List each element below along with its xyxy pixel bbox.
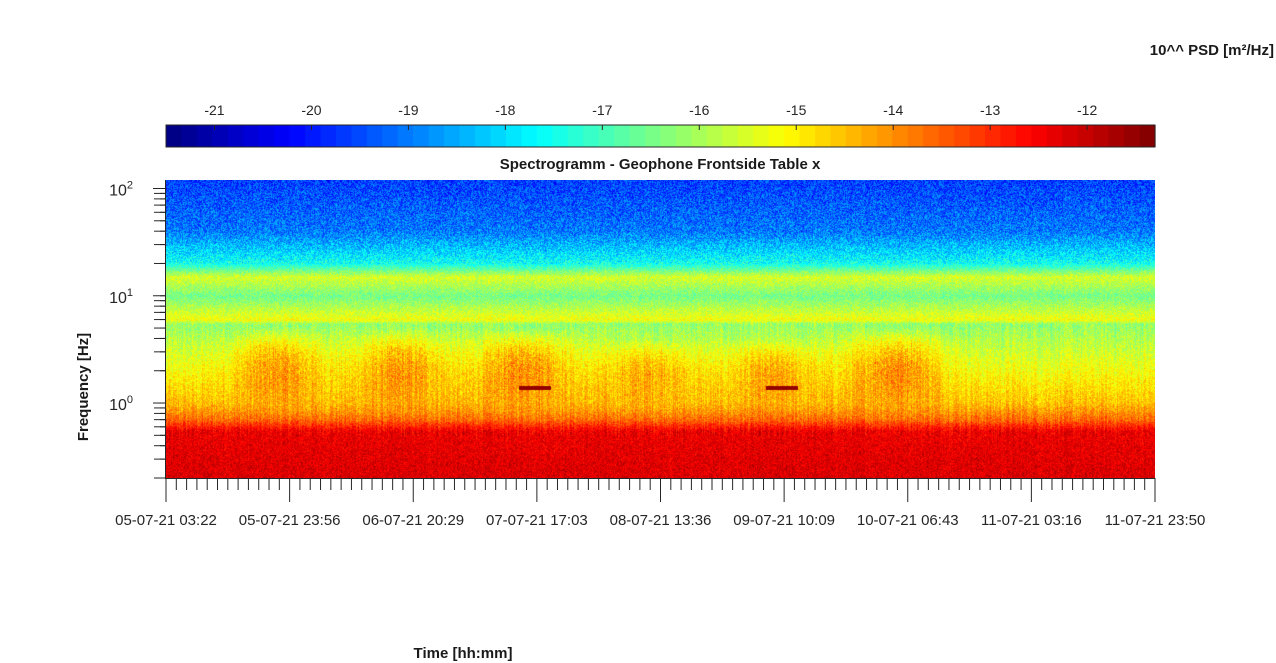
colorbar-swatch bbox=[382, 125, 399, 147]
colorbar-ticks: -21 -20 -19 -18 -17 -16 -15 -14 -13 -12 bbox=[204, 102, 1097, 130]
colorbar-swatch bbox=[753, 125, 770, 147]
colorbar-swatch bbox=[1093, 125, 1110, 147]
colorbar-swatch bbox=[784, 125, 801, 147]
colorbar-swatch bbox=[830, 125, 847, 147]
colorbar-tick-label: -18 bbox=[495, 102, 515, 118]
colorbar-swatch bbox=[660, 125, 677, 147]
colorbar-swatch bbox=[212, 125, 229, 147]
colorbar-swatch bbox=[397, 125, 414, 147]
colorbar-swatch bbox=[1108, 125, 1125, 147]
colorbar-swatch bbox=[552, 125, 569, 147]
colorbar-swatch bbox=[366, 125, 383, 147]
colorbar-swatch bbox=[706, 125, 723, 147]
colorbar-swatch bbox=[536, 125, 553, 147]
colorbar: 10^^ PSD [m²/Hz] -21 -20 -19 -18 -17 -16 -15 -1… bbox=[165, 42, 1274, 148]
colorbar-swatch bbox=[258, 125, 275, 147]
colorbar-swatch bbox=[335, 125, 353, 147]
colorbar-tick-label: -15 bbox=[786, 102, 806, 118]
spectrogram-image-container bbox=[166, 180, 1155, 478]
colorbar-swatch bbox=[444, 125, 461, 147]
colorbar-swatch bbox=[1015, 125, 1032, 147]
y-axis-label: Frequency [Hz] bbox=[75, 333, 92, 441]
colorbar-swatch bbox=[1062, 125, 1079, 147]
colorbar-swatch bbox=[459, 125, 476, 147]
colorbar-swatch bbox=[274, 125, 291, 147]
colorbar-swatch bbox=[1046, 125, 1063, 147]
y-tick-label: 100 bbox=[109, 394, 133, 414]
colorbar-gradient bbox=[166, 125, 1156, 147]
colorbar-tick-label: -14 bbox=[883, 102, 903, 118]
colorbar-swatch bbox=[1124, 125, 1141, 147]
x-tick-label: 07-07-21 17:03 bbox=[486, 512, 588, 529]
colorbar-swatch bbox=[490, 125, 507, 147]
colorbar-swatch bbox=[413, 125, 430, 147]
y-tick-label: 102 bbox=[109, 179, 133, 199]
colorbar-swatch bbox=[305, 125, 322, 147]
colorbar-swatch bbox=[645, 125, 662, 147]
colorbar-swatch bbox=[768, 125, 785, 147]
colorbar-swatch bbox=[892, 125, 909, 147]
colorbar-label: 10^^ PSD [m²/Hz] bbox=[1150, 42, 1274, 59]
colorbar-swatch bbox=[227, 125, 244, 147]
colorbar-tick-label: -16 bbox=[689, 102, 709, 118]
colorbar-swatch bbox=[815, 125, 832, 147]
colorbar-swatch bbox=[969, 125, 986, 147]
colorbar-swatch bbox=[614, 125, 631, 147]
colorbar-swatch bbox=[521, 125, 538, 147]
colorbar-swatch bbox=[861, 125, 878, 147]
y-tick-label: 101 bbox=[109, 287, 133, 307]
x-tick-label: 06-07-21 20:29 bbox=[362, 512, 464, 529]
colorbar-tick-label: -17 bbox=[592, 102, 612, 118]
colorbar-swatch bbox=[876, 125, 893, 147]
x-axis: 05-07-21 03:22 05-07-21 23:56 06-07-21 20:… bbox=[115, 478, 1205, 529]
colorbar-swatch bbox=[289, 125, 306, 147]
colorbar-swatch bbox=[166, 125, 183, 147]
colorbar-frame bbox=[165, 124, 1156, 148]
colorbar-swatch bbox=[320, 125, 337, 147]
chart-title: Spectrogramm - Geophone Frontside Table … bbox=[500, 156, 821, 173]
colorbar-tick-label: -13 bbox=[980, 102, 1000, 118]
colorbar-swatch bbox=[567, 125, 584, 147]
x-tick-label: 10-07-21 06:43 bbox=[857, 512, 959, 529]
colorbar-swatch bbox=[243, 125, 260, 147]
colorbar-swatch bbox=[1000, 125, 1017, 147]
colorbar-swatch bbox=[351, 125, 368, 147]
colorbar-swatch bbox=[845, 125, 862, 147]
x-tick-label: 11-07-21 03:16 bbox=[981, 512, 1082, 529]
colorbar-swatch bbox=[938, 125, 955, 147]
x-tick-label: 05-07-21 23:56 bbox=[239, 512, 341, 529]
colorbar-swatch bbox=[428, 125, 445, 147]
x-tick-label: 05-07-21 03:22 bbox=[115, 512, 217, 529]
colorbar-swatch bbox=[737, 125, 754, 147]
colorbar-swatch bbox=[691, 125, 708, 147]
x-axis-label: Time [hh:mm] bbox=[414, 645, 513, 662]
colorbar-swatch bbox=[196, 125, 213, 147]
spectrogram-heatmap bbox=[166, 180, 1155, 478]
colorbar-swatch bbox=[799, 125, 816, 147]
colorbar-tick-label: -20 bbox=[301, 102, 321, 118]
y-axis: 100 101 102 bbox=[109, 179, 166, 479]
colorbar-swatch bbox=[1139, 125, 1156, 147]
colorbar-swatch bbox=[181, 125, 198, 147]
colorbar-swatch bbox=[629, 125, 646, 147]
colorbar-swatch bbox=[907, 125, 924, 147]
x-tick-label: 09-07-21 10:09 bbox=[733, 512, 835, 529]
colorbar-swatch bbox=[1077, 125, 1094, 147]
colorbar-swatch bbox=[505, 125, 523, 147]
x-tick-label: 08-07-21 13:36 bbox=[610, 512, 712, 529]
colorbar-swatch bbox=[985, 125, 1002, 147]
colorbar-tick-label: -19 bbox=[398, 102, 418, 118]
x-tick-label: 11-07-21 23:50 bbox=[1105, 512, 1206, 529]
colorbar-tick-label: -21 bbox=[204, 102, 224, 118]
colorbar-swatch bbox=[1031, 125, 1048, 147]
colorbar-tick-label: -12 bbox=[1077, 102, 1097, 118]
colorbar-swatch bbox=[722, 125, 739, 147]
colorbar-swatch bbox=[475, 125, 492, 147]
colorbar-swatch bbox=[923, 125, 940, 147]
colorbar-swatch bbox=[954, 125, 971, 147]
colorbar-swatch bbox=[583, 125, 600, 147]
colorbar-swatch bbox=[675, 125, 692, 147]
colorbar-swatch bbox=[598, 125, 615, 147]
